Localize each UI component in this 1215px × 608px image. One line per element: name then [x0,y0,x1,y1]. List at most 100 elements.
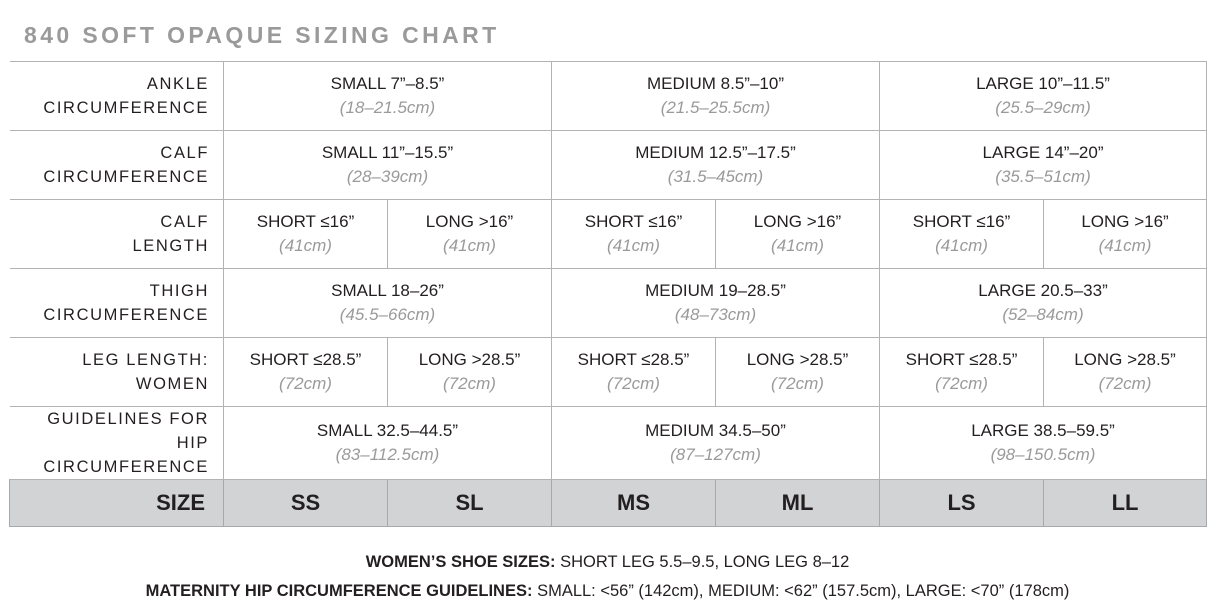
metric-range: (41cm) [771,236,824,255]
chart-title: 840 SOFT OPAQUE SIZING CHART [24,22,500,48]
metric-range: (52–84cm) [1002,305,1084,324]
cell-large: LARGE 10”–11.5” (25.5–29cm) [879,61,1208,131]
size-range: LARGE 10”–11.5” [976,74,1110,93]
size-range: LARGE 20.5–33” [978,281,1108,300]
maternity-label: MATERNITY HIP CIRCUMFERENCE GUIDELINES: [145,582,533,600]
cell-medium-long: LONG >28.5” (72cm) [714,337,881,407]
shoe-sizes-label: WOMEN’S SHOE SIZES: [365,553,556,571]
shoe-sizes-note: WOMEN’S SHOE SIZES: SHORT LEG 5.5–9.5, L… [0,553,1215,572]
size-range: SMALL 32.5–44.5” [316,421,459,440]
row-ankle-circumference: ANKLE CIRCUMFERENCE SMALL 7”–8.5” (18–21… [9,61,1208,131]
cell-small-short: SHORT ≤16” (41cm) [223,199,388,269]
size-range: SMALL 18–26” [331,281,444,300]
shoe-sizes-text: SHORT LEG 5.5–9.5, LONG LEG 8–12 [555,553,850,571]
size-range: LONG >28.5” [746,350,849,369]
cell-medium: MEDIUM 12.5”–17.5” (31.5–45cm) [550,130,881,200]
size-range: MEDIUM 12.5”–17.5” [635,143,796,162]
metric-range: (72cm) [279,374,332,393]
size-range: SMALL 11”–15.5” [321,143,454,162]
metric-range: (72cm) [1098,374,1152,393]
cell-large-short: SHORT ≤16” (41cm) [879,199,1045,269]
row-label: CALF LENGTH [9,199,224,269]
size-code-ll: LL [1043,479,1208,527]
row-label: CALF CIRCUMFERENCE [9,130,224,200]
size-range: MEDIUM 34.5–50” [645,421,786,440]
size-header: SIZE [9,479,224,527]
metric-range: (72cm) [935,374,988,393]
metric-range: (98–150.5cm) [990,445,1096,464]
row-hip-circumference: GUIDELINES FOR HIP CIRCUMFERENCE SMALL 3… [9,406,1208,480]
cell-small-short: SHORT ≤28.5” (72cm) [223,337,388,407]
cell-medium: MEDIUM 34.5–50” (87–127cm) [550,406,881,480]
cell-medium-short: SHORT ≤28.5” (72cm) [551,337,716,407]
row-calf-circumference: CALF CIRCUMFERENCE SMALL 11”–15.5” (28–3… [9,130,1208,200]
cell-small: SMALL 11”–15.5” (28–39cm) [223,130,552,200]
cell-large-short: SHORT ≤28.5” (72cm) [879,337,1045,407]
size-range: LARGE 38.5–59.5” [971,421,1115,440]
size-range: MEDIUM 19–28.5” [645,281,786,300]
size-code-ss: SS [223,479,388,527]
metric-range: (41cm) [1098,236,1152,255]
size-code-ms: MS [551,479,716,527]
size-range: LONG >28.5” [1074,350,1176,369]
metric-range: (72cm) [607,374,660,393]
metric-range: (72cm) [771,374,824,393]
size-range: SHORT ≤28.5” [249,350,362,369]
row-leg-length-women: LEG LENGTH: WOMEN SHORT ≤28.5” (72cm) LO… [9,337,1208,407]
size-range: SHORT ≤28.5” [905,350,1018,369]
cell-medium: MEDIUM 19–28.5” (48–73cm) [550,268,881,338]
metric-range: (41cm) [279,236,332,255]
cell-large: LARGE 38.5–59.5” (98–150.5cm) [879,406,1208,480]
size-code-ls: LS [879,479,1045,527]
cell-medium: MEDIUM 8.5”–10” (21.5–25.5cm) [550,61,881,131]
cell-small: SMALL 32.5–44.5” (83–112.5cm) [223,406,552,480]
metric-range: (25.5–29cm) [995,98,1091,117]
size-range: LONG >16” [753,212,842,231]
cell-small-long: LONG >16” (41cm) [387,199,552,269]
metric-range: (83–112.5cm) [335,445,440,464]
size-range: SHORT ≤28.5” [577,350,690,369]
metric-range: (21.5–25.5cm) [660,98,771,117]
size-range: LONG >16” [1081,212,1169,231]
maternity-text: SMALL: <56” (142cm), MEDIUM: <62” (157.5… [532,582,1070,600]
metric-range: (28–39cm) [346,167,429,186]
cell-large: LARGE 14”–20” (35.5–51cm) [879,130,1208,200]
metric-range: (41cm) [443,236,496,255]
cell-large-long: LONG >28.5” (72cm) [1043,337,1208,407]
cell-medium-long: LONG >16” (41cm) [714,199,881,269]
size-range: LARGE 14”–20” [982,143,1104,162]
size-code-ml: ML [714,479,881,527]
size-range: LONG >16” [425,212,514,231]
size-code-sl: SL [387,479,552,527]
cell-large: LARGE 20.5–33” (52–84cm) [879,268,1208,338]
row-label: GUIDELINES FOR HIP CIRCUMFERENCE [9,406,224,480]
cell-large-long: LONG >16” (41cm) [1043,199,1208,269]
metric-range: (72cm) [443,374,496,393]
size-range: SHORT ≤16” [584,212,683,231]
row-label: ANKLE CIRCUMFERENCE [9,61,224,131]
cell-small-long: LONG >28.5” (72cm) [387,337,552,407]
cell-medium-short: SHORT ≤16” (41cm) [551,199,716,269]
metric-range: (45.5–66cm) [339,305,436,324]
size-range: MEDIUM 8.5”–10” [647,74,784,93]
row-label: LEG LENGTH: WOMEN [9,337,224,407]
metric-range: (48–73cm) [674,305,757,324]
size-range: LONG >28.5” [418,350,521,369]
cell-small: SMALL 18–26” (45.5–66cm) [223,268,552,338]
size-range: SHORT ≤16” [912,212,1011,231]
row-thigh-circumference: THIGH CIRCUMFERENCE SMALL 18–26” (45.5–6… [9,268,1208,338]
metric-range: (41cm) [607,236,660,255]
metric-range: (87–127cm) [670,445,761,464]
row-size-codes: SIZE SS SL MS ML LS LL [9,479,1208,527]
size-range: SHORT ≤16” [256,212,355,231]
metric-range: (35.5–51cm) [995,167,1091,186]
metric-range: (41cm) [935,236,988,255]
maternity-note: MATERNITY HIP CIRCUMFERENCE GUIDELINES: … [0,582,1215,601]
cell-small: SMALL 7”–8.5” (18–21.5cm) [223,61,552,131]
sizing-table: ANKLE CIRCUMFERENCE SMALL 7”–8.5” (18–21… [9,61,1208,527]
row-label: THIGH CIRCUMFERENCE [9,268,224,338]
row-calf-length: CALF LENGTH SHORT ≤16” (41cm) LONG >16” … [9,199,1208,269]
metric-range: (18–21.5cm) [339,98,436,117]
size-range: SMALL 7”–8.5” [330,74,445,93]
metric-range: (31.5–45cm) [667,167,764,186]
